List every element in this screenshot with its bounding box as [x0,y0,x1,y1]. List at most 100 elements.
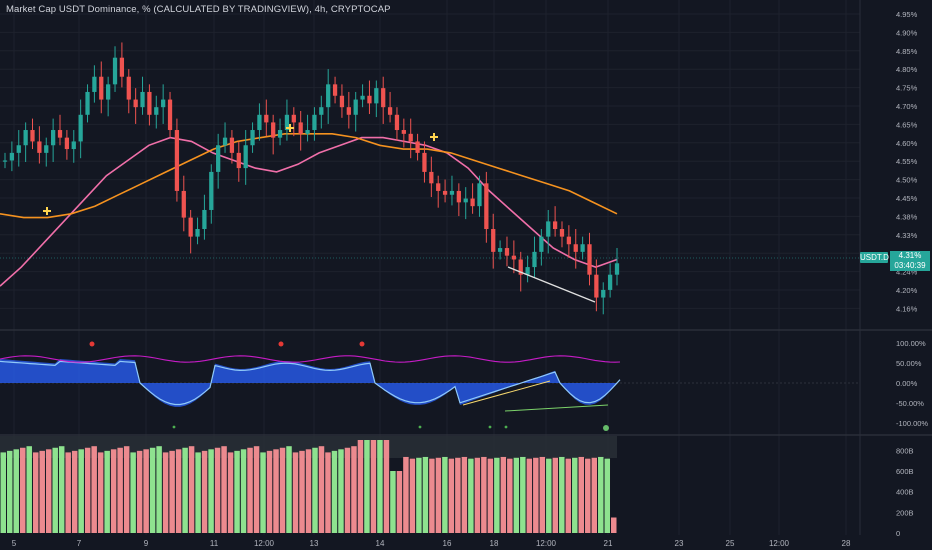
signal-dot-green [504,425,508,429]
y-tick-label: 4.70% [896,102,918,111]
volume-bar [0,452,6,533]
volume-bar [26,446,32,533]
candle-body [594,274,599,298]
candle-body [353,99,358,115]
candle-body [271,122,276,138]
candle-body [133,99,138,108]
volume-bar [13,449,19,533]
candle-body [16,145,21,153]
candle-body [436,183,441,191]
volume-bar [123,446,130,533]
x-tick-label: 9 [144,539,149,548]
cross-marker [430,133,438,141]
x-tick-label: 21 [604,539,613,548]
candle-body [216,145,221,172]
x-tick-label: 12:00 [769,539,790,548]
candle-body [422,152,427,172]
volume-bar [533,457,539,533]
volume-bar [240,449,247,533]
candle-body [346,107,351,115]
volume-bar [416,457,422,533]
candle-body [161,99,166,108]
volume-bar [182,447,188,533]
vol-y-tick-label: 0 [896,529,900,538]
candle-body [71,141,76,150]
candle-body [401,130,406,134]
volume-bar [500,456,507,533]
volume-bar [221,446,227,533]
volume-bar [78,449,84,533]
volume-bar [526,458,533,533]
volume-bar [208,449,214,533]
volume-bar [97,452,104,533]
volume-bar [559,456,565,533]
y-tick-label: 4.20% [896,286,918,295]
candle-body [140,91,145,108]
volume-bar [461,456,468,533]
volume-bar [39,450,45,533]
y-tick-label: 4.55% [896,157,918,166]
candle-body [525,267,530,275]
candle-body [394,114,400,131]
moving-averages [0,133,618,287]
candle-body [167,99,173,131]
volume-bar [279,447,286,533]
candle-body [511,255,516,260]
volume-bar [84,447,91,533]
volume-bar [266,450,273,533]
x-tick-label: 11 [210,539,219,548]
candle-body [99,76,104,100]
candle-body [154,107,159,115]
y-tick-label: 4.16% [896,304,918,313]
volume-bar [292,452,299,533]
candle-body [57,130,63,138]
volume-bar [117,447,123,533]
candle-body [277,130,283,138]
candle-body [106,84,111,100]
candle-body [374,88,379,104]
x-tick-label: 18 [490,539,499,548]
candle-body [552,221,558,230]
candle-body [112,57,118,85]
chart-title: Market Cap USDT Dominance, % (CALCULATED… [6,4,391,15]
volume-bar [481,456,487,533]
volume-bar [19,447,26,533]
candle-body [147,91,152,115]
volume-bar [507,458,513,533]
volume-bar [331,450,338,533]
volume-bar [611,517,617,533]
candle-body [532,251,537,268]
candle-body [566,236,571,245]
candle-body [484,183,489,230]
vol-y-tick-label: 800B [896,446,914,455]
volume-bar [409,458,416,533]
volume-bar [253,446,260,533]
candle-body [37,141,42,153]
candle-body [559,229,565,237]
candle-body [305,130,310,134]
volume-bar [383,440,390,533]
candle-body [491,229,496,252]
volume-bar [364,440,370,533]
volume-bar [448,458,455,533]
candle-body [30,130,35,142]
signal-dot-red [278,341,284,347]
candle-body [188,217,193,237]
candle-body [284,114,290,131]
y-tick-label: 4.65% [896,120,918,129]
oscillator-line [0,360,621,406]
volume-bar [143,449,149,533]
upper-band-line [0,355,621,363]
oscillator-fill [0,359,620,407]
candle-body [442,190,448,195]
candle-body [319,107,324,115]
candle-body [387,107,393,115]
candle-body [312,114,317,131]
y-tick-label: 4.60% [896,139,918,148]
candle-body [332,84,338,96]
volume-bar [429,458,435,533]
candle-body [408,133,413,142]
volume-bar [585,458,591,533]
divergence-line [507,266,596,303]
